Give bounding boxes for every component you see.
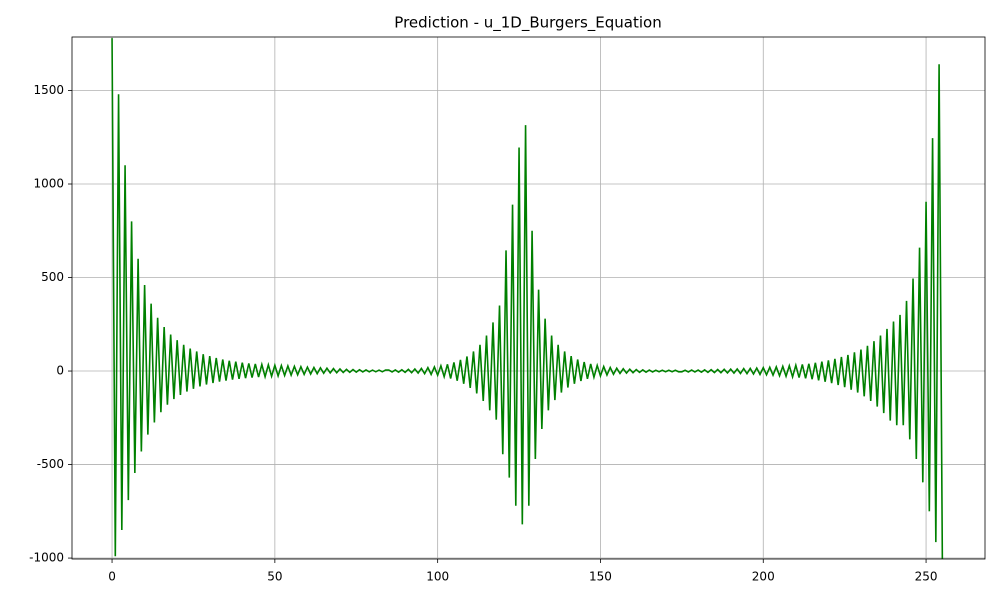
x-tick-label: 50 <box>267 570 282 584</box>
y-tick-label: 1000 <box>33 177 64 191</box>
y-tick-label: 0 <box>56 364 64 378</box>
y-tick-label: 1500 <box>33 83 64 97</box>
x-tick-label: 150 <box>589 570 612 584</box>
y-tick-label: -500 <box>37 457 64 471</box>
x-tick-label: 100 <box>426 570 449 584</box>
chart-title: Prediction - u_1D_Burgers_Equation <box>394 14 661 33</box>
y-tick-label: 500 <box>41 270 64 284</box>
data-line <box>111 38 944 559</box>
x-tick-label: 0 <box>108 570 116 584</box>
plot-frame <box>71 36 986 560</box>
y-tick-label: -1000 <box>29 551 64 565</box>
x-tick-label: 200 <box>752 570 775 584</box>
x-tick-label: 250 <box>915 570 938 584</box>
